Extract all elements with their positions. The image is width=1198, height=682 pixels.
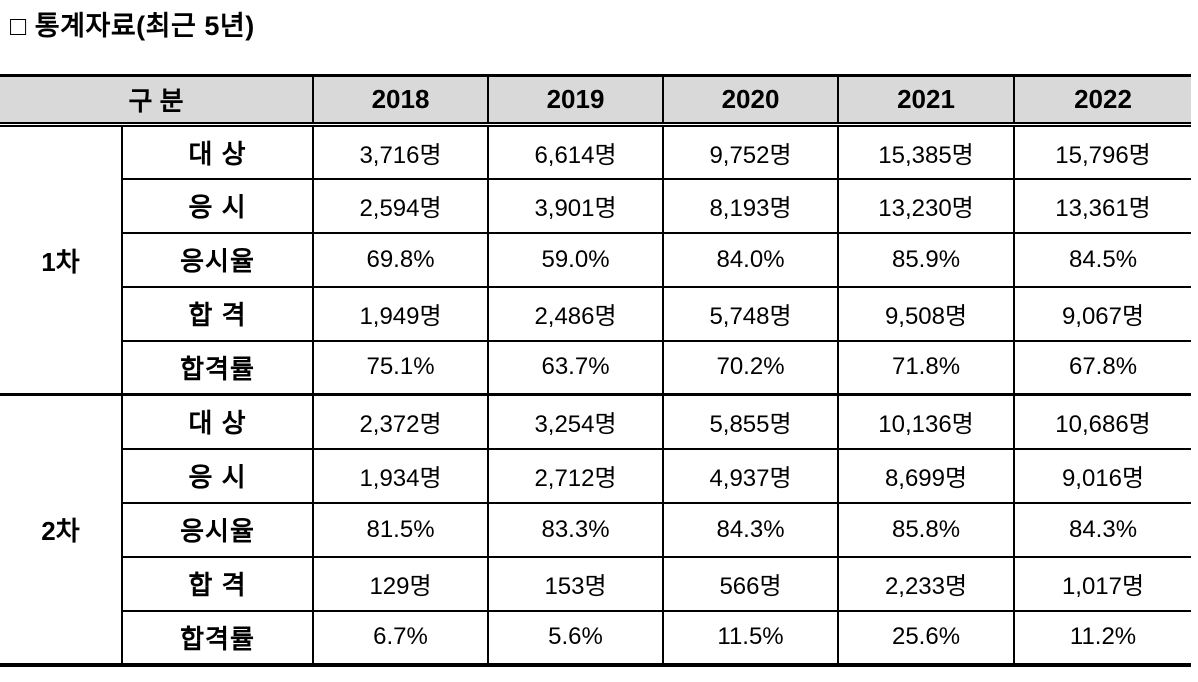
row-label-cell: 합 격 <box>120 285 314 341</box>
value-cell: 25.6% <box>837 609 1015 665</box>
value-cell: 5,855명 <box>662 393 839 449</box>
value-cell: 84.5% <box>1013 231 1192 287</box>
value-cell: 6.7% <box>312 609 489 665</box>
page-title: □ 통계자료(최근 5년) <box>10 11 255 41</box>
value-cell: 2,233명 <box>837 555 1015 611</box>
value-cell: 9,067명 <box>1013 285 1192 341</box>
value-cell: 85.8% <box>837 501 1015 557</box>
row-label-cell: 응 시 <box>120 177 314 233</box>
row-label-cell: 합 격 <box>120 555 314 611</box>
table-row: 합격률 75.1% 63.7% 70.2% 71.8% 67.8% <box>0 339 1192 395</box>
stats-table: 구 분 2018 2019 2020 2021 2022 1차 대 상 3,71… <box>0 74 1192 667</box>
header-row: 구 분 2018 2019 2020 2021 2022 <box>0 75 1192 127</box>
row-label-cell: 응 시 <box>120 447 314 503</box>
header-cell-2018: 2018 <box>312 75 489 127</box>
value-cell: 129명 <box>312 555 489 611</box>
value-cell: 11.5% <box>662 609 839 665</box>
value-cell: 10,686명 <box>1013 393 1192 449</box>
value-cell: 84.3% <box>1013 501 1192 557</box>
value-cell: 3,716명 <box>312 124 489 179</box>
value-cell: 9,752명 <box>662 124 839 179</box>
value-cell: 2,486명 <box>487 285 664 341</box>
value-cell: 83.3% <box>487 501 664 557</box>
value-cell: 2,594명 <box>312 177 489 233</box>
value-cell: 71.8% <box>837 339 1015 395</box>
table-row: 응시율 69.8% 59.0% 84.0% 85.9% 84.5% <box>0 231 1192 287</box>
row-label-cell: 대 상 <box>120 393 314 449</box>
row-label-cell: 합격률 <box>120 339 314 395</box>
table-row: 합 격 1,949명 2,486명 5,748명 9,508명 9,067명 <box>0 285 1192 341</box>
value-cell: 4,937명 <box>662 447 839 503</box>
value-cell: 10,136명 <box>837 393 1015 449</box>
table-row: 합격률 6.7% 5.6% 11.5% 25.6% 11.2% <box>0 609 1192 665</box>
table-row: 합 격 129명 153명 566명 2,233명 1,017명 <box>0 555 1192 611</box>
value-cell: 69.8% <box>312 231 489 287</box>
table-row: 응시율 81.5% 83.3% 84.3% 85.8% 84.3% <box>0 501 1192 557</box>
value-cell: 9,016명 <box>1013 447 1192 503</box>
header-cell-2021: 2021 <box>837 75 1015 127</box>
table-row: 응 시 2,594명 3,901명 8,193명 13,230명 13,361명 <box>0 177 1192 233</box>
value-cell: 15,796명 <box>1013 124 1192 179</box>
row-label-cell: 합격률 <box>120 609 314 665</box>
value-cell: 8,193명 <box>662 177 839 233</box>
value-cell: 13,361명 <box>1013 177 1192 233</box>
value-cell: 566명 <box>662 555 839 611</box>
table-row: 1차 대 상 3,716명 6,614명 9,752명 15,385명 15,7… <box>0 124 1192 277</box>
row-label-cell: 응시율 <box>120 231 314 287</box>
value-cell: 84.3% <box>662 501 839 557</box>
value-cell: 70.2% <box>662 339 839 395</box>
value-cell: 2,372명 <box>312 393 489 449</box>
group-cell-2cha: 2차 <box>0 393 122 665</box>
value-cell: 9,508명 <box>837 285 1015 341</box>
value-cell: 59.0% <box>487 231 664 287</box>
header-cell-2019: 2019 <box>487 75 664 127</box>
value-cell: 5,748명 <box>662 285 839 341</box>
value-cell: 6,614명 <box>487 124 664 179</box>
value-cell: 15,385명 <box>837 124 1015 179</box>
value-cell: 153명 <box>487 555 664 611</box>
value-cell: 81.5% <box>312 501 489 557</box>
value-cell: 11.2% <box>1013 609 1192 665</box>
value-cell: 63.7% <box>487 339 664 395</box>
header-cell-2020: 2020 <box>662 75 839 127</box>
table-row: 응 시 1,934명 2,712명 4,937명 8,699명 9,016명 <box>0 447 1192 503</box>
value-cell: 5.6% <box>487 609 664 665</box>
value-cell: 2,712명 <box>487 447 664 503</box>
value-cell: 84.0% <box>662 231 839 287</box>
value-cell: 1,949명 <box>312 285 489 341</box>
value-cell: 67.8% <box>1013 339 1192 395</box>
value-cell: 3,901명 <box>487 177 664 233</box>
value-cell: 1,934명 <box>312 447 489 503</box>
value-cell: 75.1% <box>312 339 489 395</box>
value-cell: 1,017명 <box>1013 555 1192 611</box>
value-cell: 8,699명 <box>837 447 1015 503</box>
header-cell-gubun: 구 분 <box>0 75 314 127</box>
header-cell-2022: 2022 <box>1013 75 1192 127</box>
value-cell: 85.9% <box>837 231 1015 287</box>
group-cell-1cha: 1차 <box>41 246 80 277</box>
value-cell: 3,254명 <box>487 393 664 449</box>
row-label-cell: 응시율 <box>120 501 314 557</box>
row-label-cell: 대 상 <box>120 124 314 179</box>
value-cell: 13,230명 <box>837 177 1015 233</box>
table-row: 2차 대 상 2,372명 3,254명 5,855명 10,136명 10,6… <box>0 393 1192 665</box>
